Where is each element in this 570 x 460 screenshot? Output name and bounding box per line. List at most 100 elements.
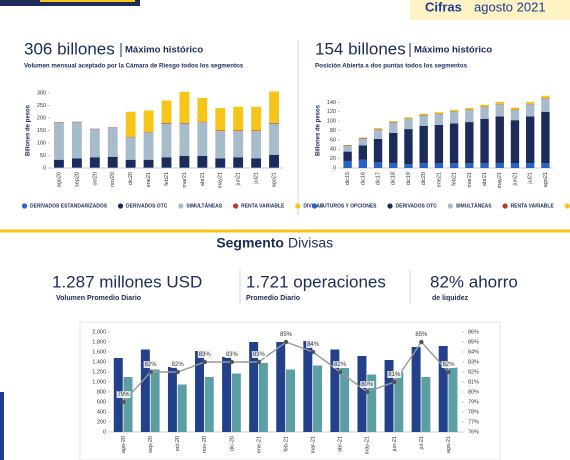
line-point (229, 359, 235, 365)
kpi-value: 1.287 millones USD (52, 272, 202, 291)
y-tick-label: 80 (330, 128, 336, 134)
chart-title-note: Máximo histórico (125, 45, 203, 56)
bar-segment (373, 162, 383, 168)
data-label: 82% (145, 362, 158, 368)
x-tick-label: jun-21 (392, 436, 398, 452)
chart-title-note: Máximo histórico (414, 45, 492, 56)
segment-subtitle: Divisas (288, 235, 333, 251)
bar-segment (419, 125, 428, 164)
x-tick-label: may21 (497, 172, 503, 189)
header-date: agosto 2021 (474, 0, 546, 14)
y-axis-label: Billones de pesos (26, 104, 32, 156)
bar-segment (233, 131, 244, 158)
bar-segment (465, 109, 474, 123)
x-tick-label: dic-20 (229, 436, 235, 451)
bar-segment (373, 128, 383, 130)
bar-segment (251, 158, 262, 168)
line-point (148, 369, 153, 375)
bar-segment (161, 100, 172, 123)
y2-tick-label: 84% (468, 349, 479, 355)
bar-segment (233, 167, 244, 168)
bar-segment (434, 112, 444, 114)
x-tick-label: jul21 (254, 172, 260, 185)
bar (367, 374, 377, 432)
bar-segment (251, 167, 262, 168)
bar-segment (358, 138, 368, 146)
bar-segment (54, 122, 64, 160)
data-label-bg (251, 351, 266, 358)
line-point (365, 389, 370, 395)
bar (204, 377, 214, 432)
y-tick-label: 50 (40, 153, 46, 159)
bar-segment (107, 156, 118, 168)
bar-segment (373, 129, 383, 139)
y2-tick-label: 86% (468, 329, 479, 335)
legend-label: FUTUROS Y OPCIONES (320, 203, 377, 209)
bar-segment (525, 101, 535, 104)
bar-segment (449, 109, 459, 112)
bar-segment (107, 128, 118, 157)
bar-segment (54, 159, 64, 168)
bar-segment (434, 124, 444, 164)
bar-segment (215, 131, 226, 159)
bar (448, 367, 458, 432)
bar-segment (125, 136, 136, 138)
bar-segment (54, 122, 64, 123)
x-tick-label: feb21 (452, 172, 458, 186)
x-tick-label: dic20 (128, 172, 134, 185)
bar-segment (480, 107, 489, 119)
bar-segment (197, 98, 208, 122)
bar-segment (389, 163, 398, 168)
bar-segment (143, 132, 154, 160)
bar-segment (71, 122, 82, 159)
bar (140, 349, 150, 432)
line-point (175, 369, 180, 375)
segment-title: Segmento (216, 235, 284, 251)
bar-segment (71, 167, 82, 168)
x-tick-label: ago21 (543, 172, 549, 187)
bar (340, 368, 350, 432)
legend-swatch (178, 203, 184, 209)
line-point (310, 349, 316, 355)
bar (123, 377, 133, 432)
x-tick-label: dic20 (421, 172, 427, 185)
bar-segment (343, 145, 352, 152)
chart-title: 306 billones (24, 39, 115, 58)
bar (231, 373, 241, 432)
bar-segment (125, 137, 136, 160)
bar (330, 349, 340, 432)
bar-segment (465, 122, 474, 164)
bar-segment (510, 120, 520, 164)
data-label: 85% (280, 332, 293, 338)
bar-segment (125, 111, 136, 137)
bar-segment (233, 157, 244, 168)
bar-segment (541, 98, 550, 112)
y-tick-label: 600 (97, 399, 106, 405)
bar-segment (143, 167, 154, 168)
y-tick-label: 140 (327, 100, 336, 106)
y-tick-label: 60 (330, 137, 336, 143)
line-point (202, 359, 207, 365)
bar (303, 341, 313, 432)
bar (177, 384, 187, 432)
bar-segment (525, 104, 535, 117)
bar-segment (389, 122, 398, 133)
y-tick-label: 1,200 (92, 369, 106, 375)
bar-segment (89, 129, 100, 158)
chart-subtitle: Volumen mensual aceptado por la Cámara d… (24, 63, 244, 70)
bar-segment (525, 116, 535, 164)
bar-segment (269, 123, 279, 155)
data-label: 83% (253, 352, 266, 358)
line-point (256, 359, 262, 365)
data-label: 80% (361, 382, 374, 388)
x-tick-label: abr-21 (338, 436, 344, 452)
bar-segment (179, 123, 190, 156)
legend-label: DERIVADOS OTC (126, 203, 168, 209)
bar-segment (215, 167, 226, 168)
x-tick-label: abr21 (200, 172, 206, 186)
bar-segment (269, 123, 279, 124)
x-tick-label: oct20 (92, 172, 98, 185)
x-tick-label: ago-21 (446, 436, 452, 453)
bar-segment (233, 130, 244, 131)
y2-tick-label: 80% (468, 389, 479, 395)
